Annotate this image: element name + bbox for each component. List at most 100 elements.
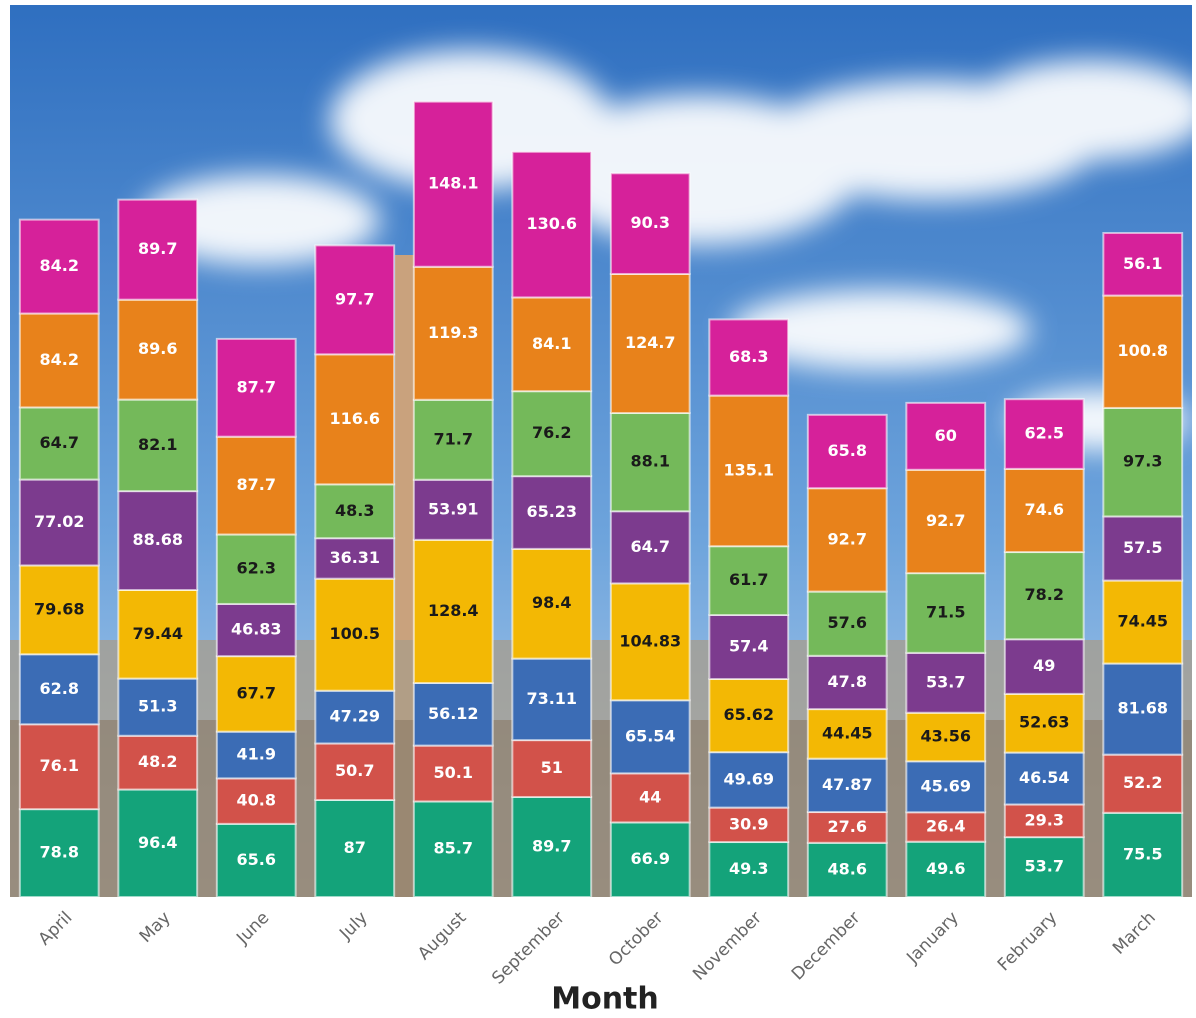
data-label: 78.2 [1025, 585, 1064, 604]
data-label: 90.3 [631, 213, 670, 232]
data-label: 61.7 [729, 570, 768, 589]
data-label: 78.8 [40, 843, 79, 862]
x-tick-label: July [335, 908, 371, 944]
bar-segment [314, 483, 396, 540]
bar-segment [609, 821, 691, 898]
data-label: 82.1 [138, 435, 177, 454]
data-label: 76.2 [532, 423, 571, 442]
data-label: 56.1 [1123, 254, 1162, 273]
bar-segment [215, 730, 297, 780]
data-label: 87.7 [237, 475, 276, 494]
data-label: 64.7 [631, 537, 670, 556]
bar-segment [609, 272, 691, 415]
bar-segment [117, 490, 199, 591]
bar-segment [117, 734, 199, 791]
data-label: 51 [541, 758, 563, 777]
data-label: 52.63 [1019, 713, 1070, 732]
bar-segment [609, 510, 691, 585]
bar-segment [1003, 398, 1085, 470]
bar-segment [117, 788, 199, 898]
x-axis: April May June July August September October No… [35, 908, 1160, 989]
data-label: 40.8 [237, 791, 276, 810]
bar-segment [905, 572, 987, 654]
data-label: 74.6 [1025, 500, 1064, 519]
data-label: 47.29 [329, 707, 380, 726]
x-tick-label: April [35, 908, 77, 950]
data-label: 92.7 [828, 529, 867, 548]
data-label: 97.7 [335, 289, 374, 308]
data-label: 43.56 [920, 727, 971, 746]
data-label: 128.4 [428, 601, 479, 620]
bar-segment [1102, 753, 1184, 814]
data-label: 79.44 [132, 624, 183, 643]
bar-segment [905, 760, 987, 814]
data-label: 47.87 [822, 775, 873, 794]
bar-segment [314, 353, 396, 486]
data-label: 66.9 [631, 849, 670, 868]
bar-segment [708, 394, 790, 548]
bar-segment [117, 198, 199, 301]
data-label: 49 [1033, 656, 1055, 675]
data-label: 119.3 [428, 323, 479, 342]
data-label: 75.5 [1123, 844, 1162, 863]
bar-segment [609, 772, 691, 824]
bar-segment [708, 751, 790, 809]
bar-segment [314, 244, 396, 356]
data-label: 73.11 [526, 689, 577, 708]
data-label: 48.6 [828, 859, 867, 878]
bar-segment [905, 401, 987, 471]
data-label: 116.6 [329, 409, 380, 428]
bar-segment [412, 682, 494, 747]
bar-segment [905, 651, 987, 714]
bar-segment [511, 657, 593, 742]
bar-segment [18, 478, 100, 567]
data-label: 49.3 [729, 859, 768, 878]
bar-segment [412, 398, 494, 481]
bar-segment [511, 795, 593, 898]
data-label: 27.6 [828, 817, 867, 836]
data-label: 36.31 [329, 548, 380, 567]
bar-segment [1003, 638, 1085, 695]
data-label: 47.8 [828, 672, 867, 691]
data-label: 30.9 [729, 814, 768, 833]
data-label: 56.12 [428, 704, 479, 723]
bar-segment [1003, 551, 1085, 641]
x-axis-title: Month [551, 982, 659, 1017]
bar-segment [1003, 467, 1085, 554]
bar-segment [511, 475, 593, 550]
bar-segment [708, 318, 790, 397]
x-tick-label: December [788, 908, 864, 984]
x-tick-label: February [994, 908, 1061, 975]
bar-segment [708, 841, 790, 899]
bar-segment [215, 602, 297, 658]
data-label: 84.1 [532, 334, 571, 353]
data-label: 65.23 [526, 502, 577, 521]
data-label: 84.2 [40, 350, 79, 369]
data-label: 79.68 [34, 599, 85, 618]
data-label: 49.6 [926, 859, 965, 878]
data-label: 87.7 [237, 377, 276, 396]
bar-segment [215, 655, 297, 733]
data-label: 89.7 [532, 836, 571, 855]
bar-segment [1102, 662, 1184, 756]
bar-segment [905, 468, 987, 575]
data-label: 71.7 [434, 429, 473, 448]
data-label: 50.7 [335, 761, 374, 780]
bar-segment [1102, 406, 1184, 518]
data-label: 41.9 [237, 745, 276, 764]
data-label: 89.7 [138, 239, 177, 258]
data-label: 49.69 [723, 769, 774, 788]
bar-segment [511, 150, 593, 299]
data-label: 100.5 [329, 624, 380, 643]
bar-segment [511, 547, 593, 660]
bar-segment [609, 699, 691, 775]
x-tick-label: August [414, 908, 470, 964]
data-label: 44.45 [822, 723, 873, 742]
data-label: 85.7 [434, 839, 473, 858]
bar-segment [412, 538, 494, 685]
bar-segment [18, 564, 100, 656]
data-label: 88.1 [631, 452, 670, 471]
data-label: 74.45 [1117, 612, 1168, 631]
data-label: 65.62 [723, 705, 774, 724]
